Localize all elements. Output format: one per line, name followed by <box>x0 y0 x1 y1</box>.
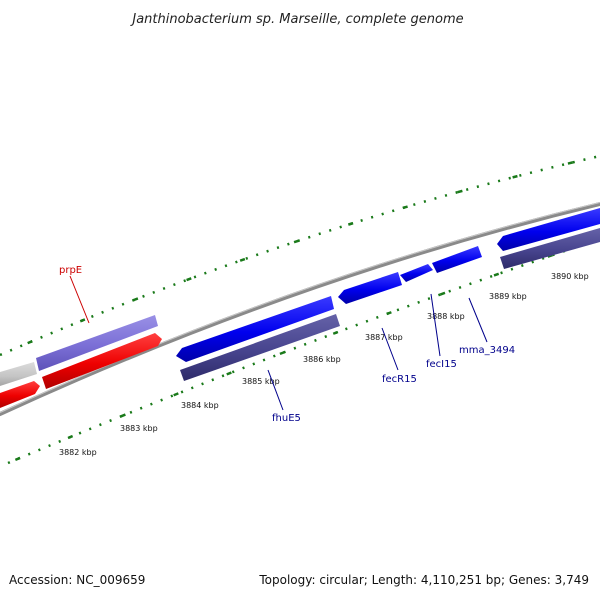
inner-tick-ring <box>7 237 600 465</box>
map-title: Janthinobacterium sp. Marseille, complet… <box>129 12 463 27</box>
red-feature-prpE <box>42 333 162 389</box>
gene-arrow-right <box>497 208 600 251</box>
gene-label-fecR15: fecR15 <box>382 374 417 385</box>
genome-backbone <box>0 202 600 416</box>
reverse-gene-arrow-2 <box>500 228 600 269</box>
kbp-label: 3887 kbp <box>365 333 403 342</box>
gene-label-mma3494: mma_3494 <box>459 345 515 356</box>
kbp-label: 3884 kbp <box>181 401 219 410</box>
kbp-label: 3885 kbp <box>242 377 280 386</box>
gene-label-prpE: prpE <box>59 265 82 276</box>
red-feature-left <box>0 381 40 408</box>
kbp-label: 3883 kbp <box>120 424 158 433</box>
leader-line-fhuE5 <box>267 369 284 411</box>
leader-line-mma3494 <box>468 297 488 343</box>
kbp-label: 3888 kbp <box>427 312 465 321</box>
leader-line-prpE <box>69 275 90 324</box>
grey-feature <box>0 362 37 386</box>
gene-label-fecI15: fecI15 <box>426 359 457 370</box>
pale-feature <box>36 315 158 371</box>
genome-summary-text: Topology: circular; Length: 4,110,251 bp… <box>259 573 589 587</box>
gene-arrow-mma3494-region <box>432 246 482 273</box>
leader-line-fecI15 <box>430 293 441 357</box>
gene-arrow-fecR15-region <box>338 272 402 304</box>
kbp-label: 3882 kbp <box>59 448 97 457</box>
reverse-gene-arrow-1 <box>180 314 340 381</box>
kbp-label: 3886 kbp <box>303 355 341 364</box>
kbp-label: 3890 kbp <box>551 272 589 281</box>
accession-text: Accession: NC_009659 <box>9 573 146 587</box>
leader-line-fecR15 <box>381 327 399 371</box>
gene-arrow-fecI15-region <box>400 264 433 282</box>
gene-arrow-fhuE5-upper <box>176 296 334 362</box>
kbp-label: 3889 kbp <box>489 292 527 301</box>
gene-label-fhuE5: fhuE5 <box>272 413 301 424</box>
genome-backbone-highlight <box>0 202 600 413</box>
outer-major-ticks <box>0 154 600 357</box>
